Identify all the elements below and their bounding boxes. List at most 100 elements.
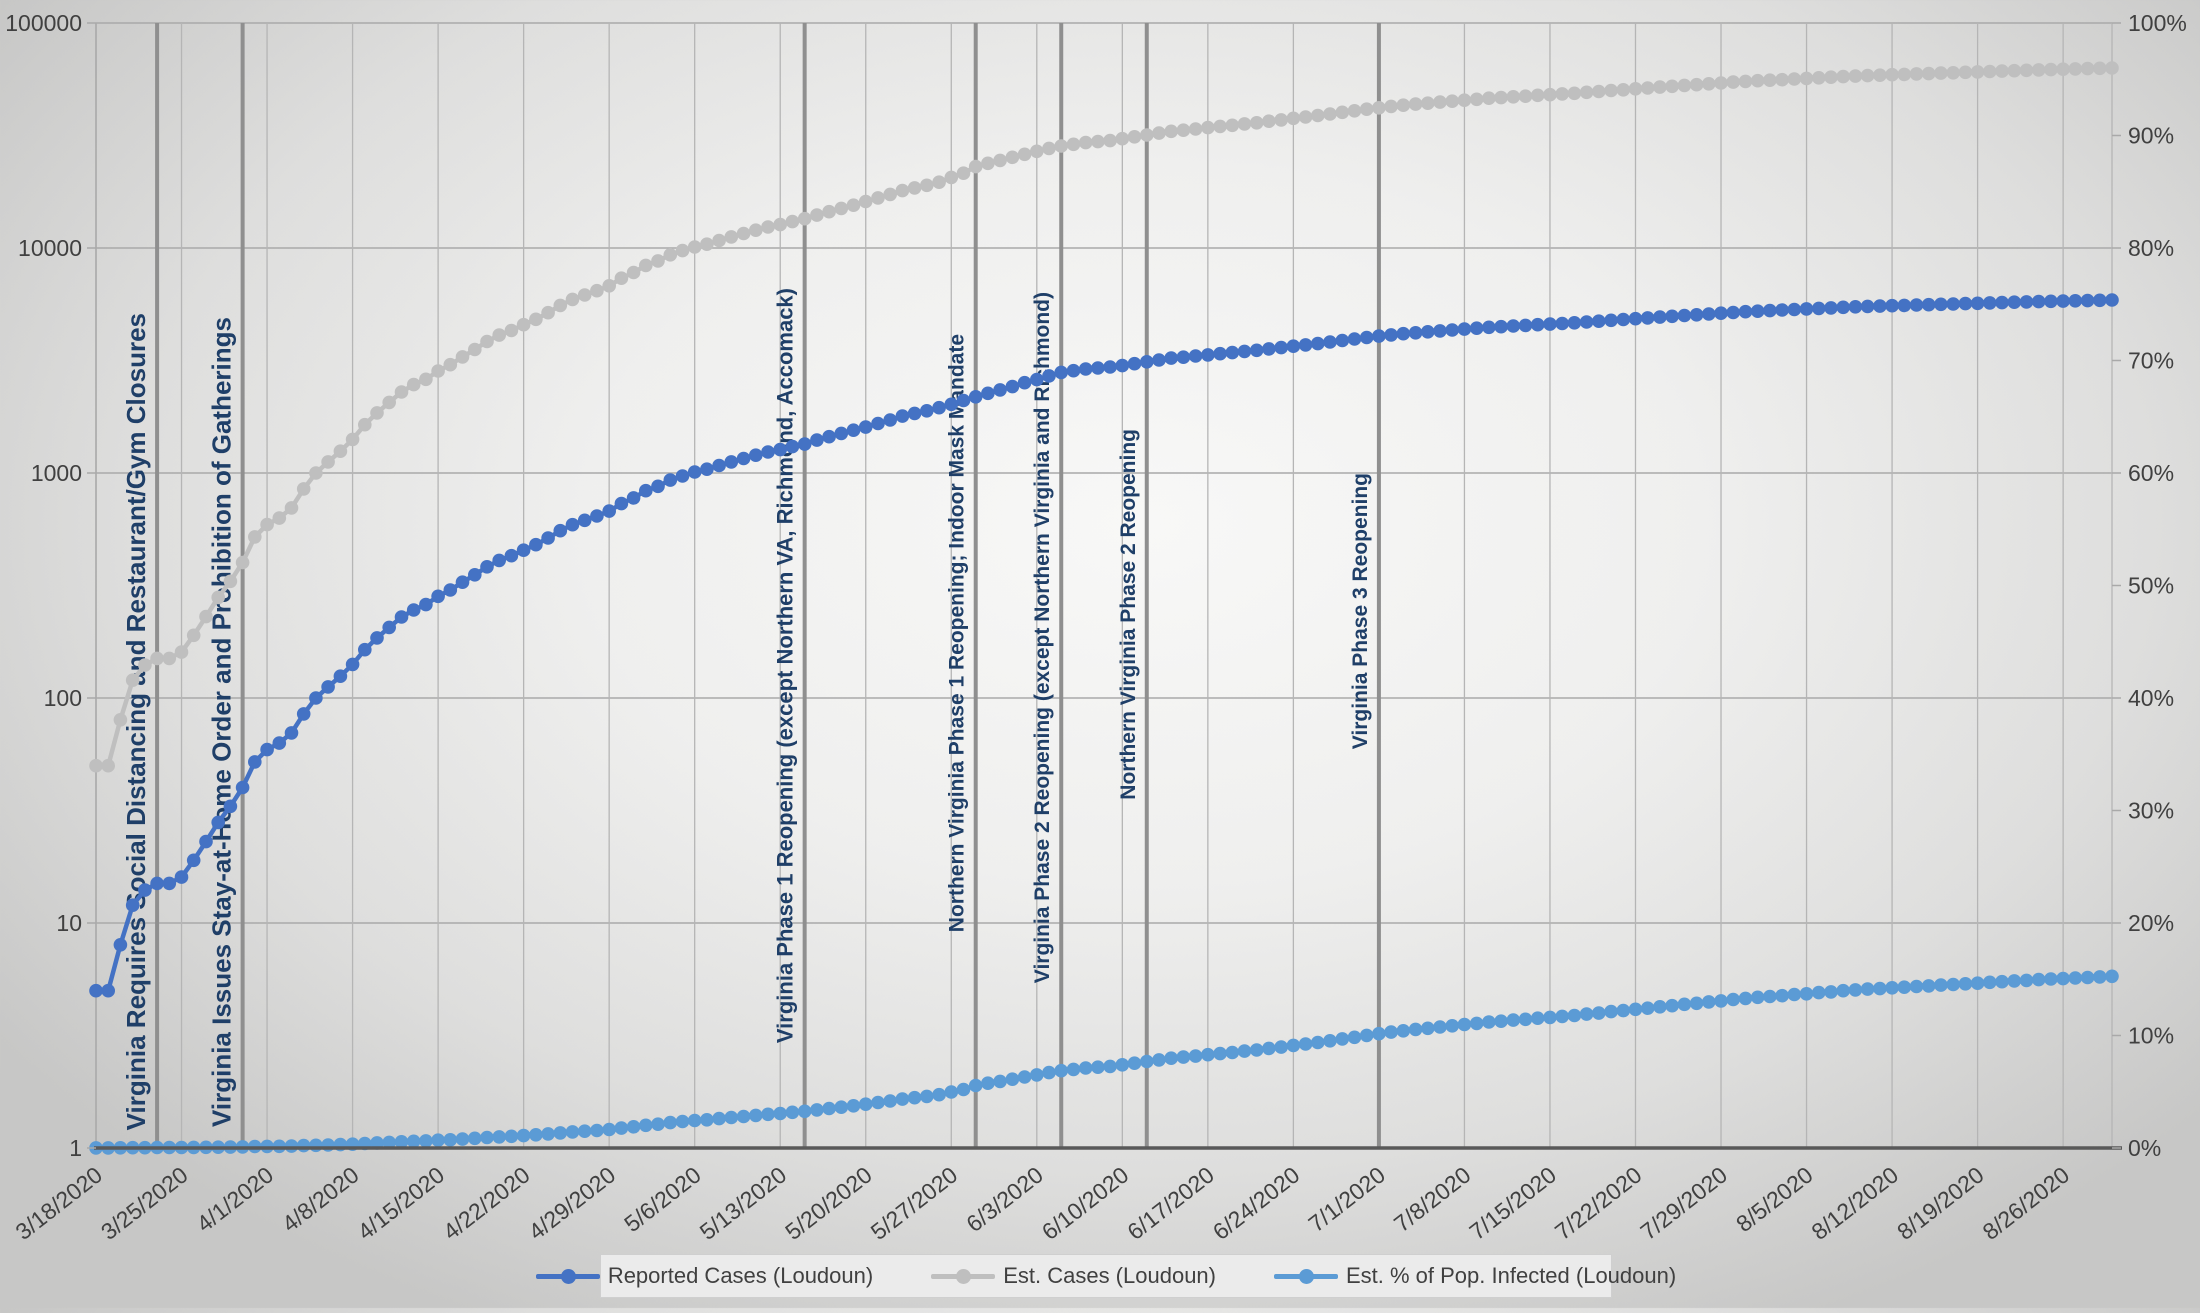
series-point-est-pct-infected [1213,1046,1227,1061]
series-point-reported-cases [1457,322,1472,336]
series-point-reported-cases [394,610,409,624]
series-point-reported-cases [993,383,1007,397]
series-point-est-cases [944,170,959,185]
series-point-est-cases [1763,73,1777,87]
series-point-reported-cases [639,483,653,498]
series-point-est-pct-infected [981,1076,995,1090]
series-point-reported-cases [1738,304,1753,319]
series-point-est-pct-infected [687,1113,702,1128]
x-tick-label: 7/1/2020 [1303,1161,1390,1237]
series-point-est-pct-infected [284,1139,299,1153]
series-point-est-cases [480,334,494,349]
series-point-reported-cases [1433,324,1447,338]
series-point-est-pct-infected [700,1113,714,1127]
series-point-est-pct-infected [1812,985,1826,1000]
series-point-est-cases [1140,128,1154,142]
series-point-est-cases [272,511,287,525]
series-point-est-pct-infected [516,1128,531,1143]
series-point-reported-cases [553,523,568,538]
series-point-est-pct-infected [712,1111,726,1126]
series-point-est-cases [1543,87,1557,102]
series-point-reported-cases [1005,379,1020,394]
series-point-reported-cases [773,442,787,457]
series-point-est-pct-infected [1726,992,1740,1007]
series-point-est-cases [981,156,995,171]
series-point-est-pct-infected [1958,977,1973,991]
series-point-reported-cases [956,393,971,408]
series-point-reported-cases [248,755,262,769]
series-point-reported-cases [162,876,177,891]
series-point-est-cases [1714,76,1728,90]
legend: Reported Cases (Loudoun) Est. Cases (Lou… [535,1254,1676,1298]
series-point-reported-cases [1274,340,1288,355]
series-point-est-cases [1677,78,1692,93]
series-point-est-pct-infected [2068,971,2083,985]
x-tick-label: 6/24/2020 [1208,1161,1305,1244]
series-point-est-pct-infected [1274,1040,1288,1054]
series-point-reported-cases [1958,296,1973,311]
series-point-est-pct-infected [468,1131,482,1146]
series-point-est-pct-infected [1188,1049,1203,1063]
series-point-est-cases [773,217,787,232]
series-point-reported-cases [1262,342,1276,356]
series-point-est-pct-infected [455,1132,470,1146]
x-tick-label: 5/6/2020 [619,1161,706,1237]
series-point-est-pct-infected [1115,1058,1130,1072]
series-point-reported-cases [1372,329,1386,343]
series-point-est-pct-infected [1298,1037,1313,1051]
series-point-est-cases [529,312,543,327]
series-point-est-pct-infected [663,1115,678,1130]
series-point-est-pct-infected [1030,1068,1044,1082]
series-point-reported-cases [1677,308,1692,323]
series-point-est-pct-infected [2080,970,2095,985]
series-point-est-cases [1274,113,1288,127]
series-point-est-pct-infected [846,1099,861,1113]
series-point-reported-cases [1946,297,1960,311]
series-point-est-pct-infected [1983,975,1997,990]
legend-item-est-cases[interactable]: Est. Cases (Loudoun) [931,1263,1216,1289]
series-point-reported-cases [541,531,555,545]
series-point-reported-cases [174,870,189,884]
y-right-tick-label: 0% [2128,1135,2161,1161]
series-point-reported-cases [1555,316,1569,331]
series-point-est-pct-infected [1836,983,1850,998]
legend-item-est-pct-infected[interactable]: Est. % of Pop. Infected (Loudoun) [1273,1263,1676,1289]
series-point-est-cases [1567,86,1582,101]
series-point-est-cases [1249,116,1264,130]
series-point-reported-cases [321,680,335,694]
series-point-est-cases [1127,130,1142,144]
series-point-est-cases [1921,66,1936,81]
series-point-est-cases [382,395,397,410]
series-point-est-cases [724,230,739,244]
series-point-reported-cases [516,543,531,557]
x-tick-label: 8/12/2020 [1807,1161,1904,1244]
annotation-label: Virginia Issues Stay-at-Home Order and P… [207,317,237,1127]
series-point-reported-cases [345,657,360,672]
series-point-reported-cases [1298,338,1313,352]
series-point-est-pct-infected [1262,1041,1276,1056]
series-point-reported-cases [382,620,397,635]
series-point-est-cases [1946,66,1960,80]
legend-item-reported-cases[interactable]: Reported Cases (Loudoun) [535,1263,873,1289]
series-point-est-pct-infected [883,1094,897,1108]
series-point-reported-cases [1115,358,1130,373]
series-point-est-cases [883,187,897,202]
series-point-est-cases [614,271,629,286]
series-point-est-pct-infected [1824,985,1838,999]
series-point-est-cases [1665,79,1679,94]
series-point-reported-cases [199,834,213,849]
series-point-est-pct-infected [1970,976,1985,990]
series-point-est-cases [2031,63,2046,77]
series-point-est-pct-infected [1885,981,1899,995]
series-point-est-pct-infected [785,1105,800,1120]
series-point-est-cases [834,201,849,216]
series-point-reported-cases [663,473,678,487]
series-point-est-cases [1017,147,1032,162]
series-point-est-cases [370,406,384,420]
series-point-reported-cases [785,439,800,454]
series-point-reported-cases [1469,321,1484,336]
series-point-reported-cases [1970,296,1985,311]
series-point-est-cases [125,673,140,687]
series-point-reported-cases [614,496,629,511]
